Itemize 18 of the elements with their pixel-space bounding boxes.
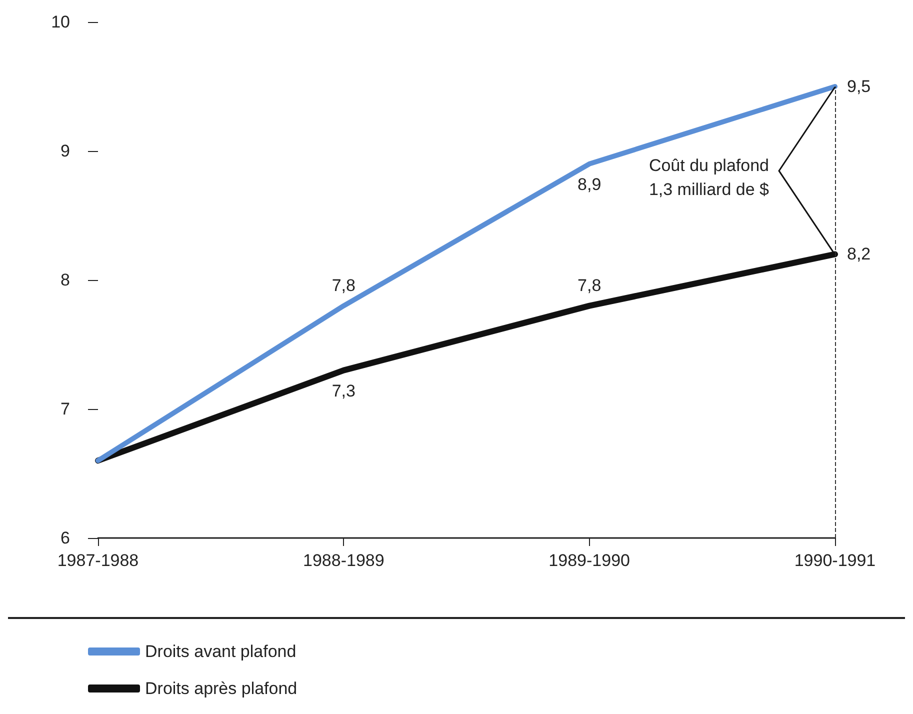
data-label: 9,5 — [847, 77, 871, 96]
x-tick-label: 1990-1991 — [794, 551, 876, 570]
data-label: 7,3 — [332, 381, 356, 400]
data-label: 8,2 — [847, 244, 871, 264]
legend-label: Droits avant plafond — [145, 642, 296, 661]
data-label: 7,8 — [332, 276, 356, 295]
y-tick-label: 8 — [60, 270, 70, 290]
data-label: 8,9 — [578, 174, 602, 194]
data-label: 7,8 — [578, 276, 602, 295]
y-tick-label: 9 — [60, 142, 70, 160]
x-tick-label: 1987-1988 — [57, 551, 139, 570]
x-tick-label: 1989-1990 — [548, 551, 630, 570]
y-tick-label: 6 — [60, 528, 70, 548]
x-tick-label: 1988-1989 — [303, 551, 384, 570]
legend-label: Droits après plafond — [145, 679, 298, 698]
y-tick-label: 7 — [60, 400, 70, 418]
y-tick-label: 10 — [51, 12, 70, 32]
annotation: Coût du plafond 1,3 milliard de $ — [648, 155, 769, 202]
